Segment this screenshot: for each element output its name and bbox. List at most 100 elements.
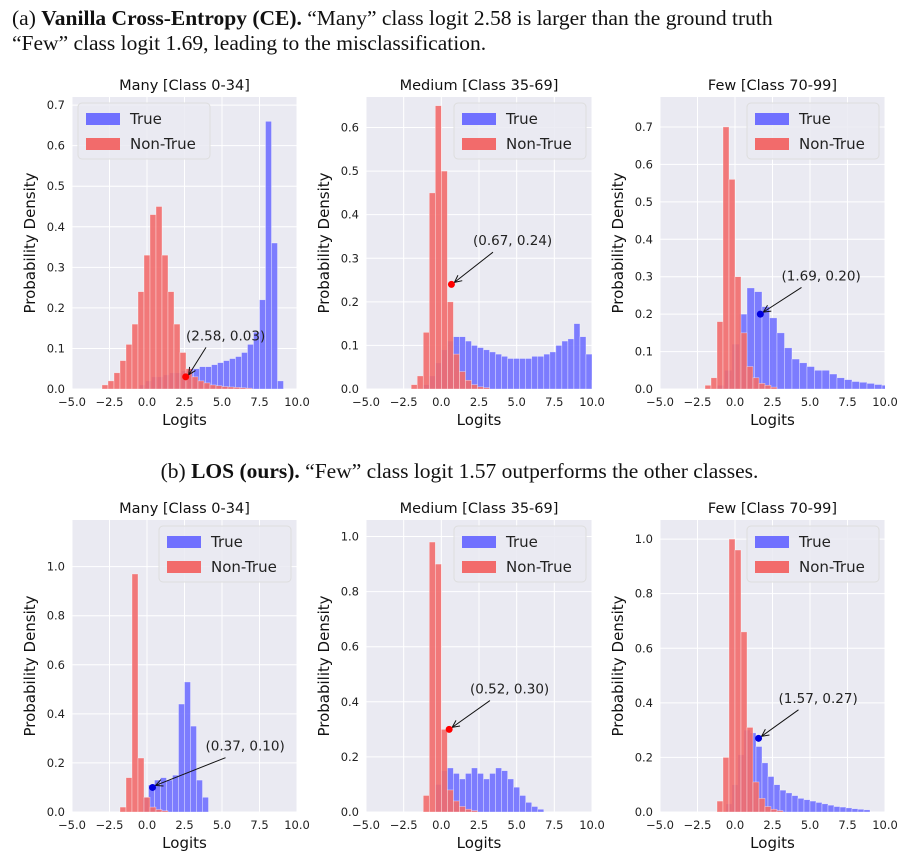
x-tick-label: 10.0 bbox=[872, 395, 898, 409]
annotation-arrow bbox=[763, 287, 802, 313]
non-true-bar bbox=[155, 206, 163, 389]
true-bar bbox=[489, 351, 496, 389]
true-bar bbox=[519, 358, 527, 389]
non-true-bar bbox=[233, 387, 241, 389]
non-true-bar bbox=[143, 796, 151, 812]
y-tick-label: 0.7 bbox=[635, 120, 653, 134]
true-bar bbox=[573, 323, 581, 389]
x-tick-label: −2.5 bbox=[96, 395, 124, 409]
true-bar bbox=[784, 347, 793, 389]
non-true-bar bbox=[137, 757, 145, 812]
non-true-bar bbox=[107, 380, 115, 389]
y-tick-label: 0.2 bbox=[635, 307, 653, 321]
legend-label-true: True bbox=[129, 110, 162, 128]
x-tick-label: 0.0 bbox=[432, 818, 450, 832]
true-bar bbox=[851, 808, 859, 812]
y-tick-label: 0.2 bbox=[47, 301, 65, 315]
y-tick-label: 0.5 bbox=[341, 164, 359, 178]
y-axis-label: Probability Density bbox=[315, 595, 333, 736]
x-tick-label: 7.5 bbox=[838, 395, 856, 409]
annotation-label: (0.37, 0.10) bbox=[206, 739, 285, 755]
x-tick-label: 10.0 bbox=[284, 818, 310, 832]
y-tick-label: 0.1 bbox=[47, 341, 65, 355]
non-true-bar bbox=[125, 344, 133, 389]
non-true-bar bbox=[428, 541, 436, 812]
non-true-bar bbox=[453, 353, 460, 389]
true-bar bbox=[785, 792, 793, 812]
non-true-bar bbox=[722, 126, 730, 389]
true-bar bbox=[483, 778, 490, 812]
y-axis-label: Probability Density bbox=[315, 172, 333, 313]
legend-swatch-non-true bbox=[755, 138, 789, 150]
true-bar bbox=[501, 356, 508, 389]
non-true-bar bbox=[453, 800, 460, 812]
x-axis-label: Logits bbox=[162, 834, 207, 852]
x-tick-label: 7.5 bbox=[838, 818, 856, 832]
non-true-bar bbox=[221, 386, 229, 389]
legend-swatch-non-true bbox=[167, 561, 201, 573]
x-tick-label: −5.0 bbox=[352, 395, 380, 409]
chart-panel-1: (0.67, 0.24) −5.0 −2.5 0.0 2.5 5.0 7.5 10.0 0.0 0… bbox=[315, 78, 605, 429]
true-bar bbox=[874, 384, 883, 389]
true-bar bbox=[863, 809, 871, 812]
legend: True Non-True bbox=[77, 102, 211, 160]
non-true-bar bbox=[459, 806, 466, 812]
true-bar bbox=[477, 347, 484, 389]
x-tick-label: −5.0 bbox=[646, 818, 674, 832]
true-bar bbox=[495, 353, 502, 389]
y-axis-label: Probability Density bbox=[609, 172, 627, 313]
non-true-bar bbox=[710, 377, 718, 389]
y-tick-label: 0.8 bbox=[341, 585, 359, 599]
x-tick-label: 10.0 bbox=[579, 818, 605, 832]
highlight-point bbox=[756, 310, 764, 318]
y-tick-label: 0.3 bbox=[635, 270, 653, 284]
chart-title: Few [Class 70-99] bbox=[708, 78, 837, 94]
caption-a-prefix: (a) bbox=[12, 6, 42, 30]
x-tick-label: 2.5 bbox=[175, 818, 193, 832]
true-bar bbox=[507, 778, 514, 812]
non-true-bar bbox=[161, 810, 169, 812]
non-true-bar bbox=[410, 384, 418, 389]
true-bar bbox=[561, 340, 569, 389]
legend-label-non-true: Non-True bbox=[799, 558, 865, 576]
true-bar bbox=[866, 383, 875, 389]
non-true-bar bbox=[716, 321, 724, 389]
y-tick-label: 0.6 bbox=[635, 641, 653, 655]
true-bar bbox=[513, 358, 520, 389]
non-true-bar bbox=[197, 380, 205, 389]
y-tick-label: 0.4 bbox=[635, 232, 653, 246]
annotation-arrowhead bbox=[453, 274, 463, 284]
true-bar bbox=[537, 356, 545, 389]
true-bar bbox=[839, 806, 847, 812]
true-bar bbox=[277, 380, 284, 389]
true-bar bbox=[827, 804, 835, 812]
legend: True Non-True bbox=[746, 102, 880, 160]
chart-title: Medium [Class 35-69] bbox=[400, 78, 559, 94]
y-tick-label: 0.0 bbox=[341, 382, 359, 396]
y-tick-label: 0.4 bbox=[47, 220, 65, 234]
x-tick-label: 2.5 bbox=[763, 395, 781, 409]
non-true-bar bbox=[441, 729, 448, 812]
chart-title: Medium [Class 35-69] bbox=[400, 501, 559, 517]
legend-swatch-true bbox=[86, 113, 120, 125]
true-bar bbox=[579, 336, 587, 389]
bars-group bbox=[704, 126, 885, 389]
true-bar bbox=[235, 356, 242, 389]
x-axis-label: Logits bbox=[162, 411, 207, 429]
true-bar bbox=[769, 317, 778, 389]
true-bar bbox=[806, 366, 815, 389]
y-tick-label: 0.4 bbox=[47, 707, 65, 721]
non-true-bar bbox=[471, 810, 478, 812]
annotation-label: (2.58, 0.03) bbox=[186, 328, 265, 344]
true-bar bbox=[791, 358, 800, 389]
non-true-bar bbox=[471, 384, 478, 389]
legend-swatch-true bbox=[462, 536, 496, 548]
true-bar bbox=[797, 798, 805, 812]
caption-a-bold: Vanilla Cross-Entropy (CE). bbox=[41, 6, 302, 30]
x-tick-label: 0.0 bbox=[726, 818, 744, 832]
non-true-bar bbox=[728, 179, 736, 389]
legend-swatch-true bbox=[462, 113, 496, 125]
true-bar bbox=[543, 353, 551, 389]
y-axis-label: Probability Density bbox=[21, 595, 39, 736]
x-tick-label: 5.0 bbox=[801, 395, 819, 409]
